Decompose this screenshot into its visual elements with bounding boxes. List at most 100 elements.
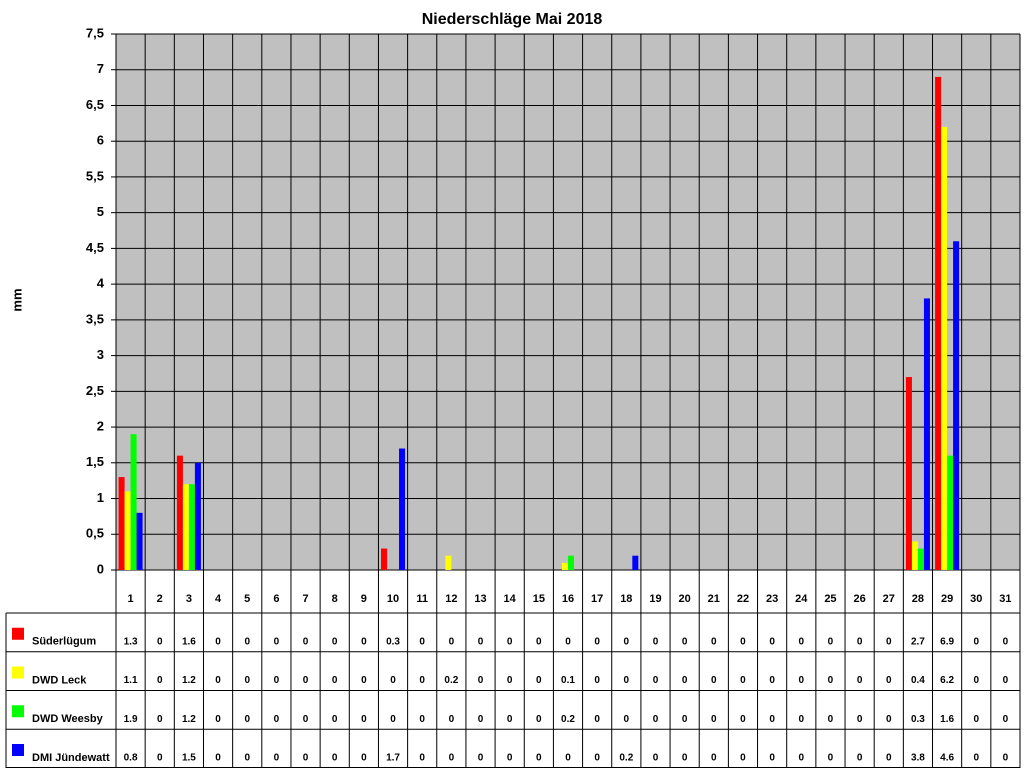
y-tick-label: 7,5 — [86, 25, 104, 40]
legend-label: DWD Weesby — [32, 713, 104, 725]
bar — [568, 555, 574, 570]
table-value: 0 — [157, 636, 163, 647]
table-value: 0 — [507, 675, 513, 686]
x-tick-label: 26 — [853, 593, 865, 605]
table-value: 0 — [536, 675, 542, 686]
table-value: 0.8 — [124, 753, 138, 764]
table-value: 0 — [769, 714, 775, 725]
table-value: 1.2 — [182, 675, 196, 686]
y-tick-label: 4 — [97, 276, 105, 291]
table-value: 0 — [594, 636, 600, 647]
bar — [176, 455, 183, 570]
table-value: 0 — [419, 636, 425, 647]
table-value: 0 — [711, 636, 717, 647]
table-value: 0 — [157, 753, 163, 764]
table-value: 0 — [1003, 675, 1009, 686]
bar — [136, 512, 143, 570]
bar — [953, 241, 960, 570]
table-value: 0 — [857, 753, 863, 764]
table-value: 0 — [332, 753, 338, 764]
legend-key — [12, 744, 24, 756]
table-value: 0 — [478, 675, 484, 686]
table-value: 0 — [653, 753, 659, 764]
x-tick-label: 7 — [302, 593, 308, 605]
x-tick-label: 22 — [737, 593, 749, 605]
x-tick-label: 27 — [883, 593, 895, 605]
x-tick-label: 31 — [999, 593, 1011, 605]
bar — [188, 484, 195, 570]
table-value: 0 — [886, 753, 892, 764]
y-tick-label: 7 — [97, 61, 104, 76]
table-value: 0 — [886, 675, 892, 686]
table-value: 0 — [711, 753, 717, 764]
bar — [562, 562, 568, 570]
table-value: 0 — [711, 714, 717, 725]
table-value: 0 — [215, 714, 221, 725]
table-value: 0 — [769, 753, 775, 764]
x-tick-label: 25 — [824, 593, 836, 605]
table-value: 0 — [274, 675, 280, 686]
table-value: 0 — [215, 675, 221, 686]
table-value: 0 — [565, 753, 571, 764]
x-tick-label: 11 — [416, 593, 428, 605]
x-tick-label: 6 — [273, 593, 279, 605]
table-value: 1.1 — [124, 675, 138, 686]
table-value: 0 — [857, 714, 863, 725]
bar — [130, 434, 137, 570]
y-tick-label: 1,5 — [86, 454, 104, 469]
table-value: 2.7 — [911, 636, 925, 647]
table-value: 0 — [215, 753, 221, 764]
table-value: 1.3 — [124, 636, 138, 647]
table-value: 0 — [274, 636, 280, 647]
x-tick-label: 13 — [474, 593, 486, 605]
table-value: 0 — [594, 753, 600, 764]
table-value: 0 — [419, 753, 425, 764]
y-tick-label: 0 — [97, 561, 104, 576]
table-value: 0 — [828, 753, 834, 764]
table-value: 1.6 — [182, 636, 196, 647]
table-value: 0 — [536, 636, 542, 647]
table-value: 0 — [886, 636, 892, 647]
table-value: 0 — [507, 636, 513, 647]
table-value: 0 — [244, 636, 250, 647]
table-value: 0 — [828, 714, 834, 725]
table-value: 0 — [157, 675, 163, 686]
chart-title: Niederschläge Mai 2018 — [422, 11, 603, 28]
x-tick-label: 29 — [941, 593, 953, 605]
table-value: 1.6 — [940, 714, 954, 725]
bar — [445, 555, 452, 570]
bar — [124, 491, 131, 570]
table-value: 0 — [303, 753, 309, 764]
y-tick-label: 5,5 — [86, 168, 104, 183]
x-tick-label: 10 — [387, 593, 399, 605]
x-tick-label: 15 — [533, 593, 545, 605]
table-value: 0.4 — [911, 675, 925, 686]
x-tick-label: 19 — [649, 593, 661, 605]
bar — [935, 76, 942, 570]
table-value: 0 — [624, 636, 630, 647]
table-value: 0 — [682, 636, 688, 647]
table-value: 0 — [361, 753, 367, 764]
table-value: 0.3 — [386, 636, 400, 647]
table-value: 0 — [973, 675, 979, 686]
x-tick-label: 28 — [912, 593, 924, 605]
x-tick-label: 17 — [591, 593, 603, 605]
table-value: 0 — [419, 675, 425, 686]
y-tick-label: 5 — [97, 204, 104, 219]
table-value: 0 — [478, 753, 484, 764]
table-value: 0 — [682, 714, 688, 725]
table-value: 0 — [244, 753, 250, 764]
table-value: 0.2 — [619, 753, 633, 764]
bar — [905, 377, 912, 570]
table-value: 4.6 — [940, 753, 954, 764]
table-value: 0 — [507, 714, 513, 725]
bar — [923, 298, 930, 570]
table-value: 0 — [1003, 753, 1009, 764]
table-value: 0 — [653, 675, 659, 686]
table-value: 0 — [157, 714, 163, 725]
table-value: 3.8 — [911, 753, 925, 764]
table-value: 0 — [711, 675, 717, 686]
table-value: 0 — [478, 636, 484, 647]
y-tick-label: 1 — [97, 490, 104, 505]
